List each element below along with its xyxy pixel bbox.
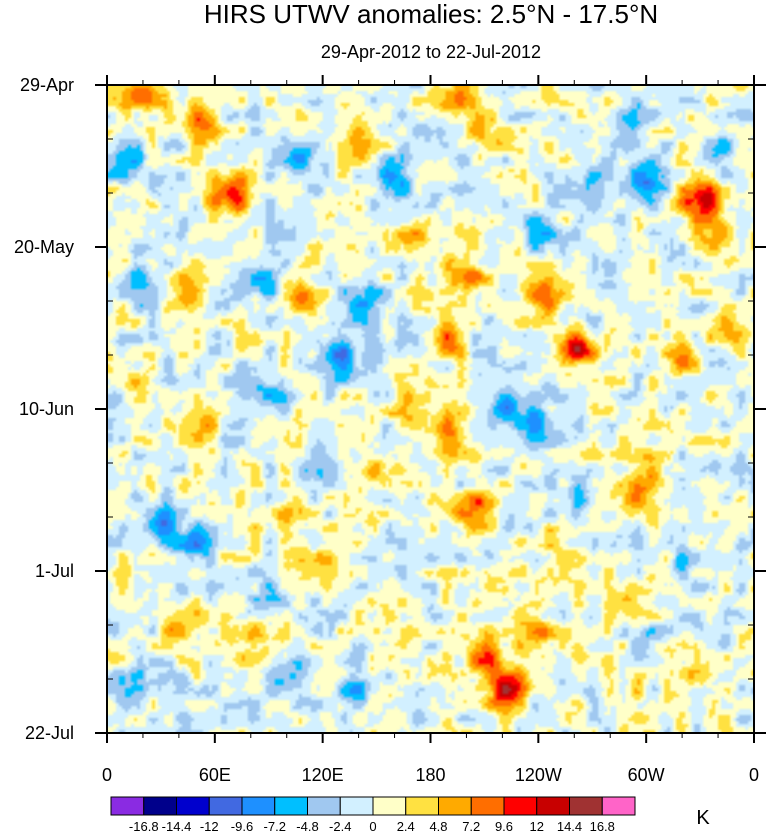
- y-tick-label: 29-Apr: [20, 75, 74, 95]
- colorbar-box: [274, 796, 308, 816]
- x-axis: 0 60E 120E 180 120W 60W 0: [102, 75, 759, 785]
- colorbar-box: [143, 796, 177, 816]
- colorbar: -16.8 -14.4 -12 -9.6 -7.2 -4.8 -2.4 0 2.4 4.8 7.2 9…: [110, 796, 636, 834]
- colorbar-box: [569, 796, 603, 816]
- x-tick-label: 60W: [628, 765, 665, 785]
- y-tick-label: 20-May: [14, 237, 74, 257]
- colorbar-level-label: 9.6: [495, 819, 513, 834]
- y-tick-label: 10-Jun: [19, 399, 74, 419]
- colorbar-level-label: 7.2: [462, 819, 480, 834]
- colorbar-level-label: 0: [369, 819, 376, 834]
- anomaly-field: [107, 85, 754, 733]
- y-tick-label: 1-Jul: [35, 561, 74, 581]
- x-tick-label: 120W: [515, 765, 562, 785]
- colorbar-level-label: -12: [200, 819, 219, 834]
- y-axis: 29-Apr 20-May 10-Jun 1-Jul 22-Jul: [14, 75, 766, 743]
- colorbar-level-label: -16.8: [129, 819, 159, 834]
- colorbar-box: [208, 796, 243, 816]
- colorbar-box: [405, 796, 439, 816]
- x-tick-label: 60E: [199, 765, 231, 785]
- colorbar-level-label: -4.8: [296, 819, 318, 834]
- colorbar-units: K: [696, 807, 710, 829]
- colorbar-level-label: -9.6: [231, 819, 253, 834]
- colorbar-level-label: -7.2: [264, 819, 286, 834]
- x-tick-label: 180: [415, 765, 445, 785]
- colorbar-box: [601, 796, 636, 816]
- chart-title: HIRS UTWV anomalies: 2.5°N - 17.5°N: [204, 0, 658, 29]
- x-tick-label: 0: [102, 765, 112, 785]
- colorbar-level-label: 12: [530, 819, 544, 834]
- colorbar-box: [503, 796, 538, 816]
- colorbar-box: [176, 796, 210, 816]
- colorbar-level-label: -14.4: [162, 819, 192, 834]
- y-tick-label: 22-Jul: [25, 723, 74, 743]
- colorbar-level-label: 2.4: [397, 819, 415, 834]
- colorbar-level-label: 4.8: [429, 819, 447, 834]
- colorbar-level-label: 14.4: [557, 819, 582, 834]
- x-tick-label: 120E: [302, 765, 344, 785]
- colorbar-box: [307, 796, 341, 816]
- colorbar-box: [339, 796, 374, 816]
- colorbar-box: [110, 796, 145, 816]
- colorbar-box: [438, 796, 472, 816]
- anomaly-field-image: [107, 85, 754, 733]
- x-tick-label: 0: [749, 765, 759, 785]
- colorbar-level-label: -2.4: [329, 819, 351, 834]
- colorbar-box: [241, 796, 276, 816]
- colorbar-box: [470, 796, 505, 816]
- colorbar-level-label: 16.8: [590, 819, 615, 834]
- colorbar-box: [536, 796, 570, 816]
- chart-subtitle: 29-Apr-2012 to 22-Jul-2012: [321, 42, 541, 62]
- colorbar-box: [372, 796, 407, 816]
